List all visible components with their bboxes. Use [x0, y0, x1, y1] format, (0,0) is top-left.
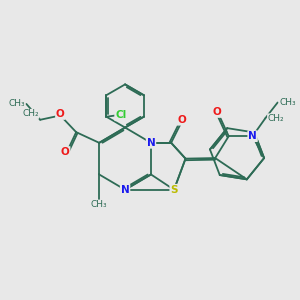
Text: S: S [170, 185, 178, 195]
Text: O: O [212, 107, 221, 117]
Text: N: N [121, 185, 130, 195]
Text: CH₃: CH₃ [279, 98, 296, 107]
Text: N: N [248, 131, 257, 141]
Text: CH₂: CH₂ [268, 114, 284, 123]
Text: O: O [56, 109, 65, 119]
Text: CH₃: CH₃ [91, 200, 107, 209]
Text: N: N [147, 138, 155, 148]
Text: O: O [177, 115, 186, 125]
Text: Cl: Cl [115, 110, 126, 120]
Text: CH₂: CH₂ [22, 109, 39, 118]
Text: O: O [61, 147, 70, 157]
Text: CH₃: CH₃ [8, 100, 25, 109]
